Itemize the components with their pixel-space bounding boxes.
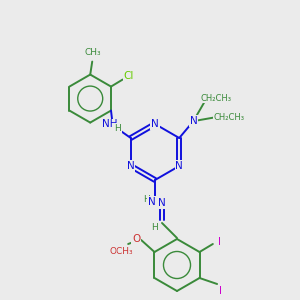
Text: N: N xyxy=(127,161,135,171)
Text: CH₃: CH₃ xyxy=(85,48,101,57)
Text: CH₂CH₃: CH₂CH₃ xyxy=(201,94,232,103)
Text: N: N xyxy=(148,197,156,207)
Text: N: N xyxy=(151,119,159,129)
Text: methoxy: methoxy xyxy=(0,299,1,300)
Text: O: O xyxy=(132,234,140,244)
Text: Cl: Cl xyxy=(123,70,134,81)
Text: N: N xyxy=(190,116,197,126)
Text: H: H xyxy=(142,196,149,205)
Text: CH₂CH₃: CH₂CH₃ xyxy=(214,113,244,122)
Text: OCH₃: OCH₃ xyxy=(110,247,133,256)
Text: I: I xyxy=(219,286,222,296)
Text: H: H xyxy=(114,124,121,133)
Text: I: I xyxy=(218,237,221,247)
Text: N: N xyxy=(176,161,183,171)
Text: H: H xyxy=(151,224,158,232)
Text: NH: NH xyxy=(102,119,118,129)
Text: N: N xyxy=(158,198,166,208)
